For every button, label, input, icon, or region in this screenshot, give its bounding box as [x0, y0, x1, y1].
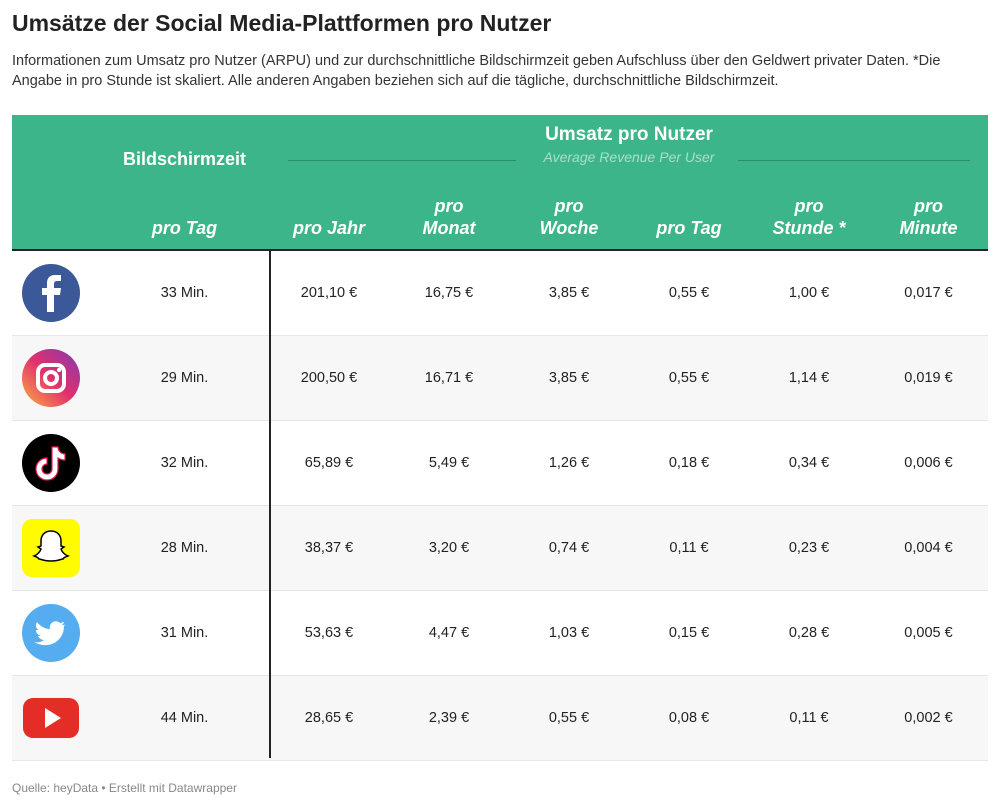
table-cell: 0,15 € — [668, 625, 710, 641]
column-header[interactable]: pro Monat — [422, 196, 476, 238]
table-cell: 1,14 € — [788, 370, 830, 386]
table-cell: 5,49 € — [428, 455, 470, 471]
table-cell: 0,11 € — [789, 710, 829, 726]
table-row: 31 Min. 53,63 € 4,47 € 1,03 € 0,15 € 0,28 € 0,… — [12, 591, 988, 676]
table-cell: 1,26 € — [548, 455, 590, 471]
table-cell: 0,23 € — [788, 540, 830, 556]
table-cell: 0,019 € — [904, 370, 953, 386]
table-cell: 201,10 € — [300, 285, 358, 301]
table-cell: 65,89 € — [304, 455, 354, 471]
revenue-group-header: Umsatz pro Nutzer Average Revenue Per Us… — [288, 123, 970, 173]
table-cell: 4,47 € — [428, 625, 470, 641]
table-cell: 0,11 € — [669, 540, 709, 556]
table-cell: 29 Min. — [160, 370, 209, 386]
revenue-group-subtitle: Average Revenue Per User — [543, 149, 715, 165]
table-cell: 3,85 € — [548, 285, 590, 301]
table-cell: 0,002 € — [904, 710, 953, 726]
table-cell: 32 Min. — [160, 455, 209, 471]
table-cell: 53,63 € — [304, 625, 354, 641]
column-header[interactable]: pro Minute — [899, 196, 958, 238]
snapchat-icon — [22, 519, 80, 577]
table-cell: 0,55 € — [548, 710, 590, 726]
table-cell: 0,08 € — [668, 710, 710, 726]
table-cell: 3,20 € — [428, 540, 470, 556]
divider — [738, 160, 970, 161]
description: Informationen zum Umsatz pro Nutzer (ARP… — [12, 53, 941, 89]
instagram-icon — [22, 349, 80, 407]
column-header[interactable]: pro Tag — [151, 218, 218, 238]
table-cell: 0,005 € — [904, 625, 953, 641]
column-header[interactable]: pro Woche — [539, 196, 599, 238]
table-cell: 0,55 € — [668, 285, 710, 301]
twitter-icon — [22, 604, 80, 662]
table-row: 44 Min. 28,65 € 2,39 € 0,55 € 0,08 € 0,11 € 0,… — [12, 676, 988, 761]
table-cell: 0,017 € — [904, 285, 953, 301]
column-divider — [269, 249, 271, 758]
table-cell: 0,28 € — [788, 625, 830, 641]
table-cell: 44 Min. — [160, 710, 209, 726]
table-cell: 0,006 € — [904, 455, 953, 471]
table-cell: 16,71 € — [424, 370, 474, 386]
revenue-group-title: Umsatz pro Nutzer — [545, 124, 713, 145]
table-cell: 0,18 € — [668, 455, 710, 471]
column-header[interactable]: pro Tag — [656, 218, 722, 238]
table-cell: 1,03 € — [548, 625, 590, 641]
data-table: Bildschirmzeit Umsatz pro Nutzer Average… — [12, 115, 988, 761]
table-cell: 0,74 € — [548, 540, 590, 556]
page-title: Umsätze der Social Media-Plattformen pro… — [12, 10, 552, 36]
table-cell: 28,65 € — [304, 710, 354, 726]
table-cell: 200,50 € — [300, 370, 358, 386]
table-cell: 16,75 € — [424, 285, 474, 301]
youtube-icon — [22, 689, 80, 747]
column-header[interactable]: pro Stunde * — [772, 196, 846, 238]
column-header[interactable]: pro Jahr — [292, 218, 366, 238]
table-row: 28 Min. 38,37 € 3,20 € 0,74 € 0,11 € 0,23 € 0,… — [12, 506, 988, 591]
table-cell: 33 Min. — [160, 285, 209, 301]
screen-time-header: Bildschirmzeit — [122, 149, 247, 169]
tiktok-icon — [22, 434, 80, 492]
table-cell: 38,37 € — [304, 540, 354, 556]
table-header: Bildschirmzeit Umsatz pro Nutzer Average… — [12, 115, 988, 251]
table-row: 29 Min. 200,50 € 16,71 € 3,85 € 0,55 € 1,14 €… — [12, 336, 988, 421]
table-cell: 0,004 € — [904, 540, 953, 556]
table-cell: 3,85 € — [548, 370, 590, 386]
table-row: 33 Min. 201,10 € 16,75 € 3,85 € 0,55 € 1,00 €… — [12, 251, 988, 336]
table-cell: 1,00 € — [788, 285, 830, 301]
table-cell: 0,55 € — [668, 370, 710, 386]
table-cell: 2,39 € — [428, 710, 470, 726]
source-note: Quelle: heyData • Erstellt mit Datawrapp… — [12, 781, 237, 795]
table-cell: 28 Min. — [160, 540, 209, 556]
table-cell: 31 Min. — [160, 625, 209, 641]
facebook-icon — [22, 264, 80, 322]
table-cell: 0,34 € — [788, 455, 830, 471]
table-row: 32 Min. 65,89 € 5,49 € 1,26 € 0,18 € 0,34 € 0,… — [12, 421, 988, 506]
divider — [288, 160, 516, 161]
